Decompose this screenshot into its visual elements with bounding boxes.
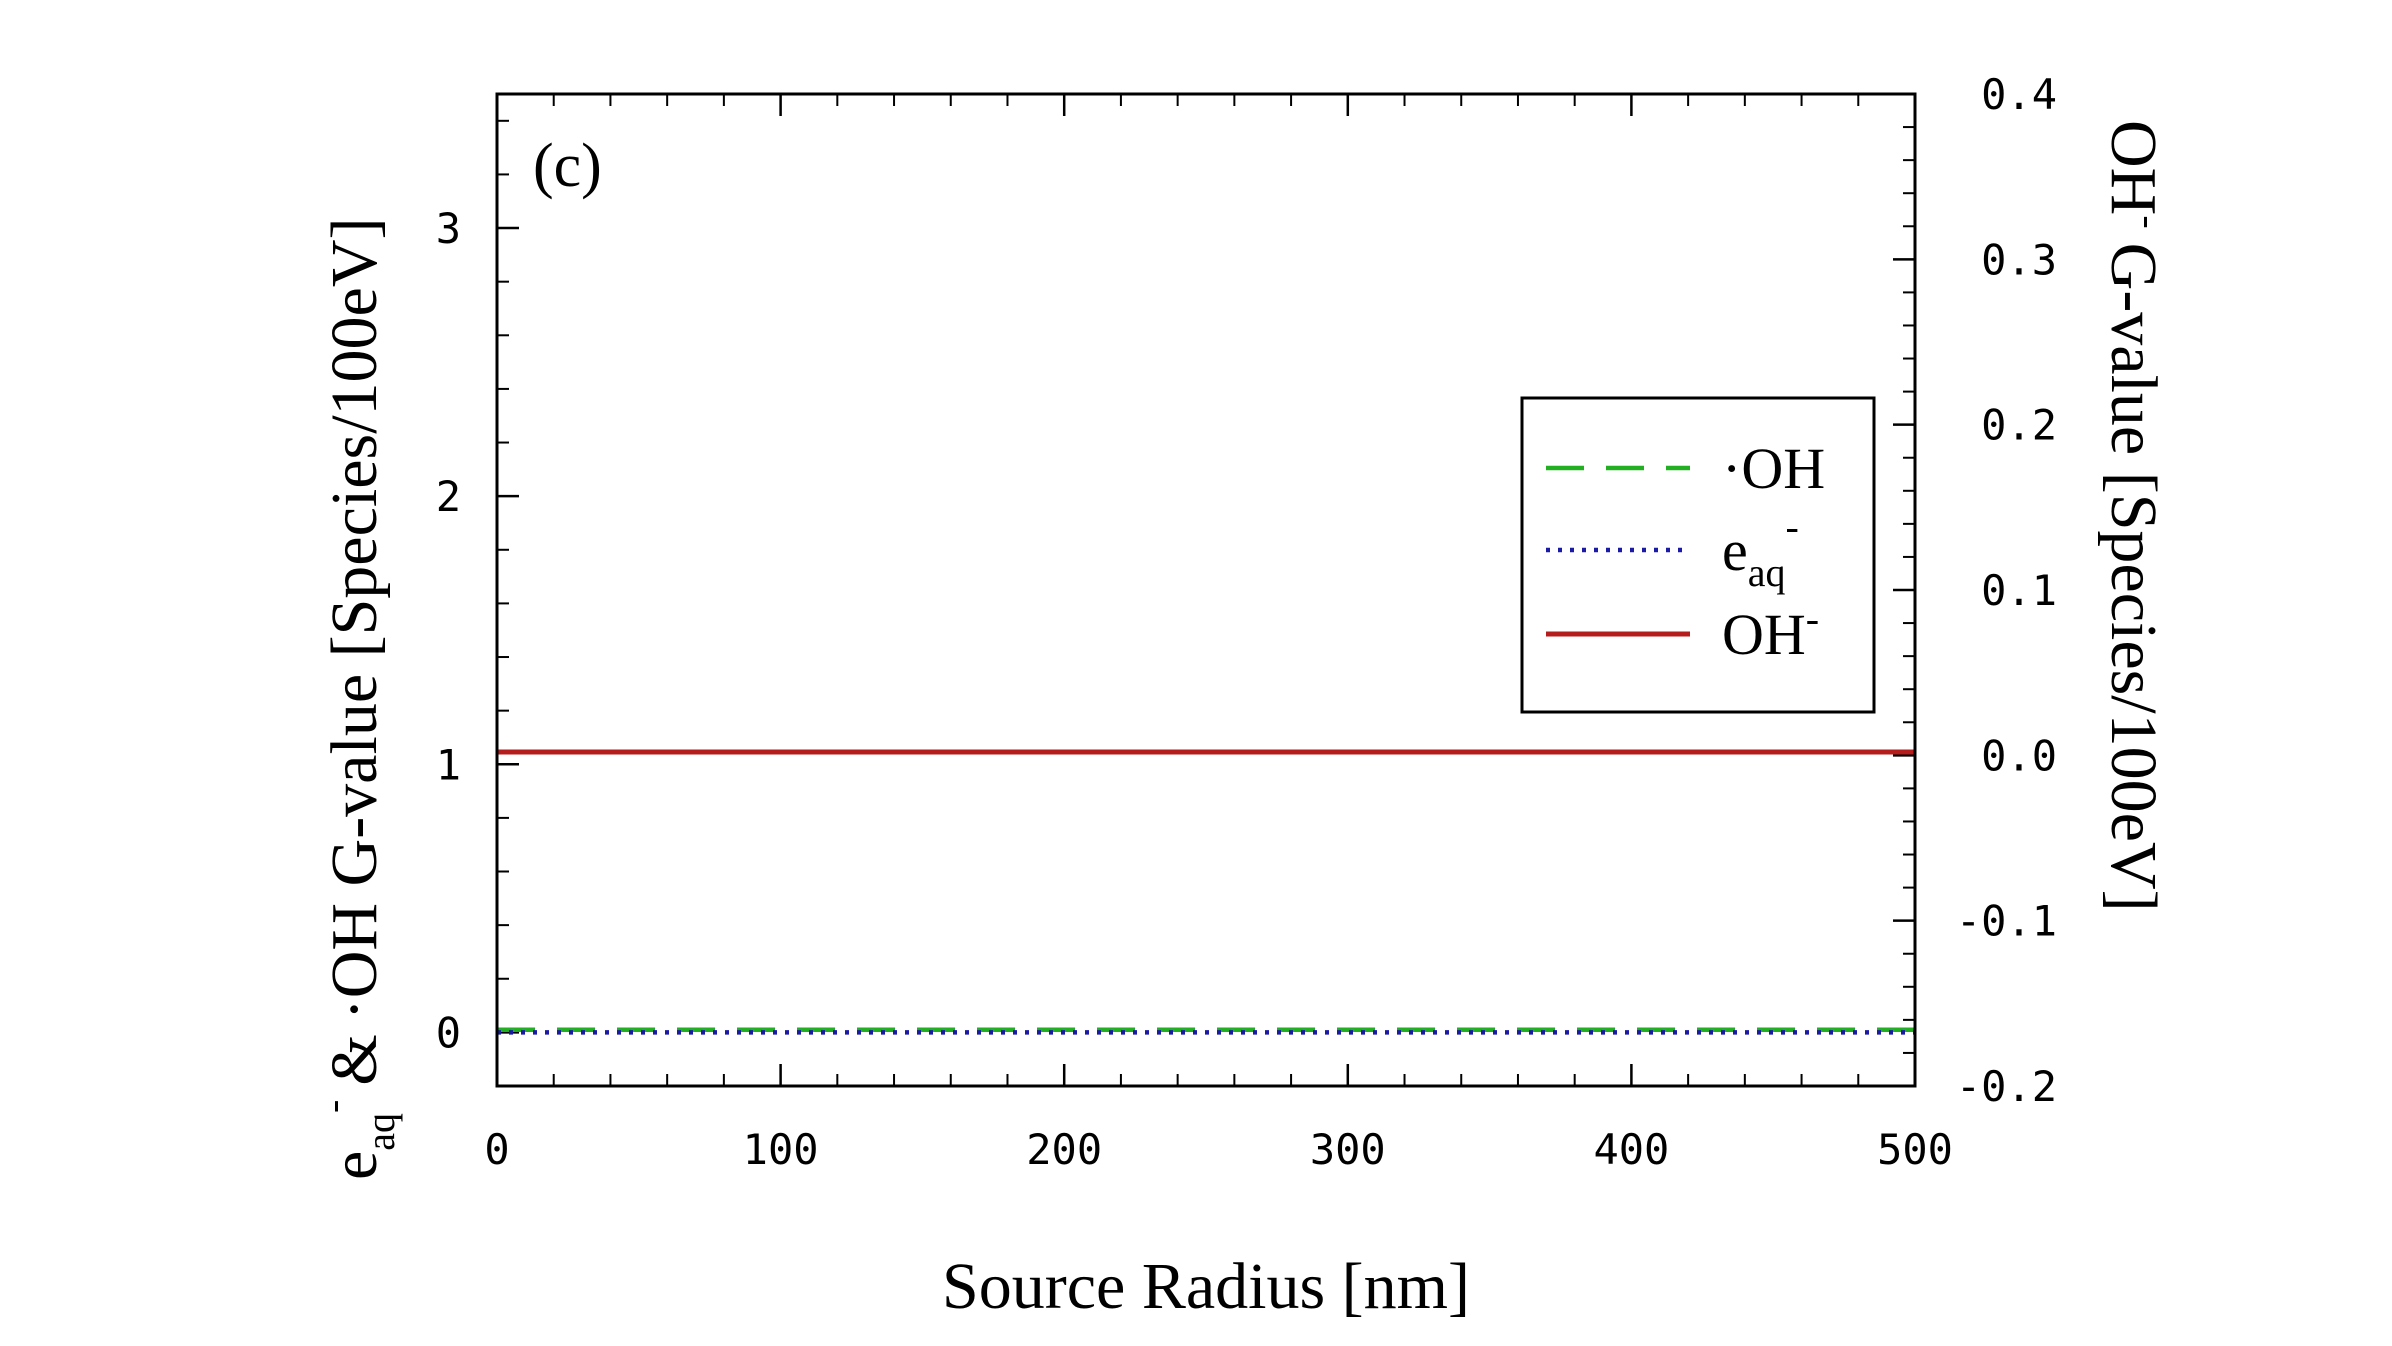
y-left-title-minus: -	[310, 1100, 355, 1113]
x-tick-label: 100	[743, 1125, 819, 1174]
y-right-axis-title: OH- G-value [Species/100eV]	[2097, 120, 2172, 912]
y-right-tick-label: 0.0	[1981, 731, 2057, 780]
legend-label-eaq: eaq-	[1722, 504, 1799, 595]
y-left-tick-label: 3	[436, 204, 461, 253]
y-right-title-rest: G-value [Species/100eV]	[2097, 243, 2170, 912]
x-tick-label: 400	[1593, 1125, 1669, 1174]
y-left-title-rest: OH G-value [Species/100eV]	[318, 218, 391, 999]
y-left-tick-label: 0	[436, 1008, 461, 1057]
y-right-title-minus: -	[2127, 215, 2172, 228]
x-axis-title: Source Radius [nm]	[942, 1250, 1470, 1323]
y-right-title-oh: OH	[2097, 120, 2170, 215]
y-left-title-dot: ·	[318, 998, 391, 1020]
y-right-tick-label: 0.1	[1981, 566, 2057, 615]
legend-label-oh-minus: OH-	[1722, 596, 1819, 667]
x-tick-label: 200	[1026, 1125, 1102, 1174]
panel-label: (c)	[533, 132, 602, 200]
y-left-axis-title: eaq- & ·OH G-value [Species/100eV]	[310, 218, 403, 1180]
y-right-tick-label: -0.1	[1956, 897, 2057, 946]
x-tick-label: 500	[1877, 1125, 1953, 1174]
y-right-tick-label: -0.2	[1956, 1062, 2057, 1111]
y-left-tick-label: 1	[436, 740, 461, 789]
x-tick-label: 300	[1310, 1125, 1386, 1174]
series-layer	[497, 749, 1915, 1035]
legend-box	[1520, 396, 1876, 714]
y-left-tick-label: 2	[436, 472, 461, 521]
x-tick-label: 0	[484, 1125, 509, 1174]
y-right-tick-label: 0.3	[1981, 235, 2057, 284]
y-left-title-e: e	[318, 1151, 391, 1180]
y-right-tick-label: 0.4	[1981, 70, 2057, 119]
plot-frame	[495, 92, 1917, 1088]
legend-label-oh-radical: ·OH	[1722, 436, 1825, 501]
y-left-title-aq: aq	[358, 1113, 403, 1151]
y-left-title-amp: &	[318, 1034, 391, 1085]
y-right-tick-label: 0.2	[1981, 401, 2057, 450]
ticks-layer: 0 100 200 300 400 500 0 1 2 3 -0.2 -0.1 0.0 0.1 0.2 0.3…	[436, 70, 2057, 1174]
legend: ·OH eaq- OH-	[1520, 396, 1876, 714]
